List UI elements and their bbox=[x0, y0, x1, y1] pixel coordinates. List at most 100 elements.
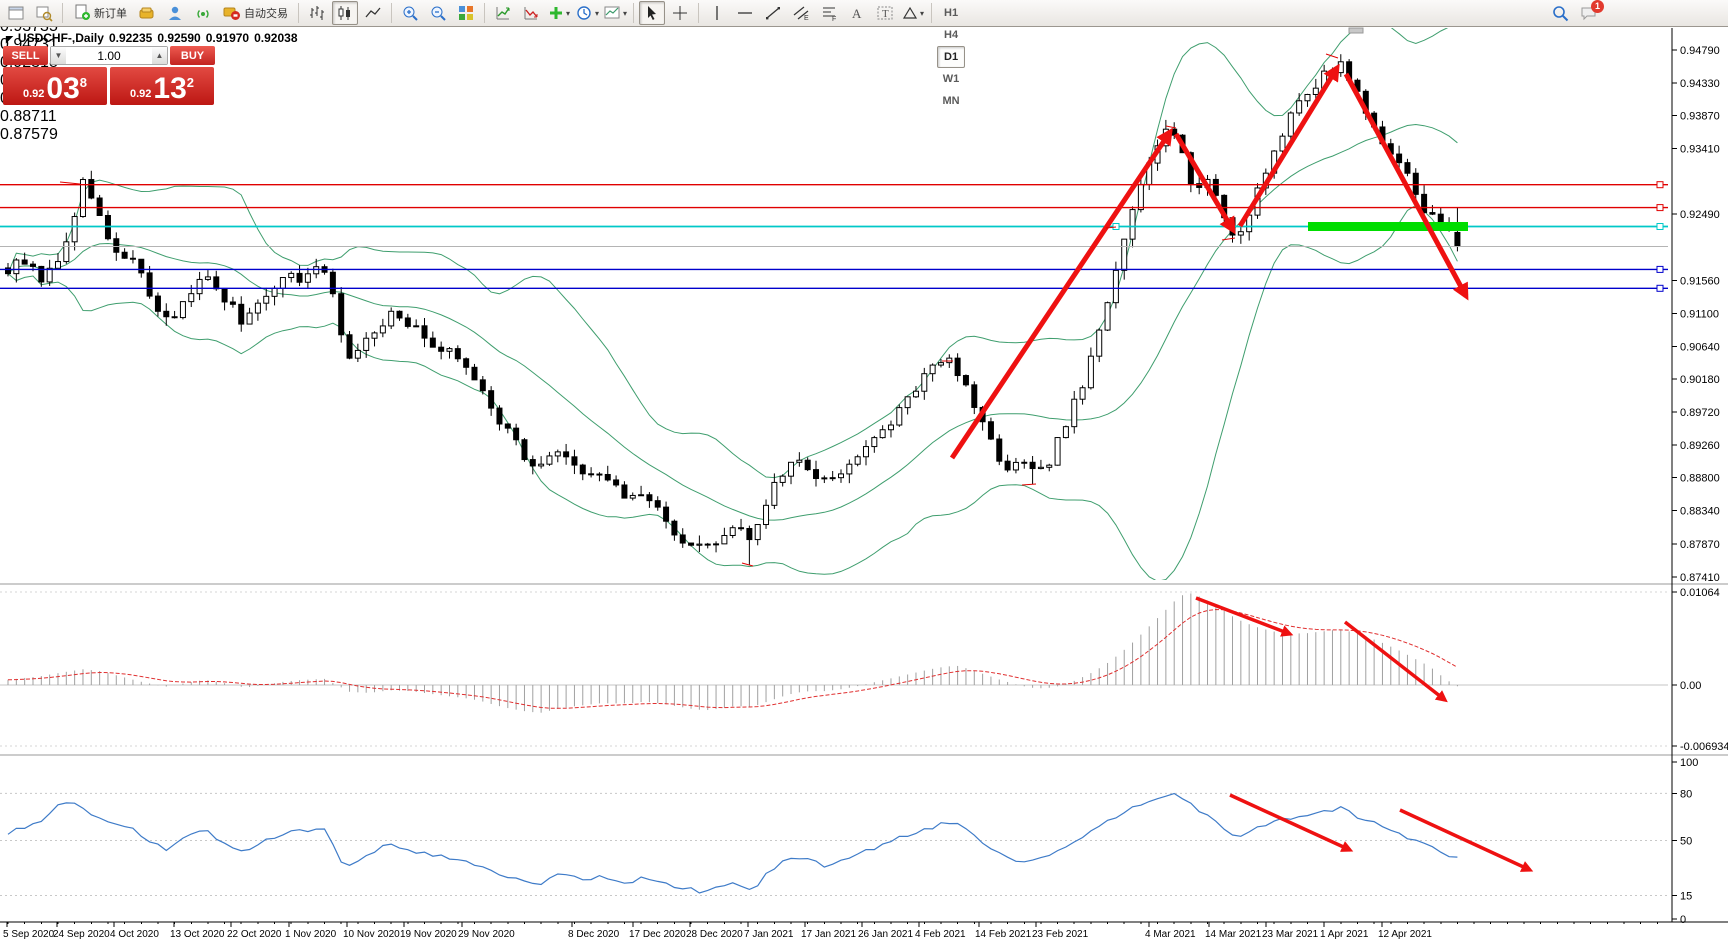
candle bbox=[854, 456, 861, 465]
line-chart-button[interactable] bbox=[360, 1, 386, 25]
indicators-window-button[interactable] bbox=[490, 1, 516, 25]
candle bbox=[996, 438, 1003, 462]
candle bbox=[479, 379, 486, 392]
shapes-tool-button[interactable] bbox=[900, 1, 926, 25]
date-label: 4 Mar 2021 bbox=[1145, 929, 1196, 940]
volume-up-button[interactable]: ▲ bbox=[152, 47, 167, 64]
svg-text:E: E bbox=[804, 15, 809, 22]
bar-chart-button[interactable] bbox=[304, 1, 330, 25]
buy-price-button[interactable]: 0.92 13 2 bbox=[110, 67, 214, 105]
market-watch-button[interactable] bbox=[134, 1, 160, 25]
date-label: 10 Nov 2020 bbox=[343, 929, 400, 940]
bollinger-band-line bbox=[7, 123, 1458, 521]
candlestick-chart-button[interactable] bbox=[332, 1, 358, 25]
timeframe-MN[interactable]: MN bbox=[942, 95, 960, 107]
volume-down-button[interactable]: ▼ bbox=[51, 47, 66, 64]
candle bbox=[838, 473, 844, 479]
crosshair-tool-button[interactable] bbox=[667, 1, 693, 25]
candle bbox=[396, 310, 403, 319]
add-indicator-button[interactable] bbox=[546, 1, 572, 25]
candle bbox=[504, 423, 511, 429]
vertical-line-tool-button[interactable] bbox=[704, 1, 730, 25]
candle bbox=[696, 543, 703, 546]
search-button[interactable] bbox=[1547, 1, 1573, 25]
template-button[interactable] bbox=[602, 1, 628, 25]
line-handle[interactable] bbox=[1656, 284, 1664, 292]
chart-window-button[interactable] bbox=[3, 1, 29, 25]
candle bbox=[579, 464, 586, 475]
timeframe-D1[interactable]: D1 bbox=[937, 46, 966, 68]
support-zone-bar[interactable] bbox=[1308, 222, 1468, 231]
timeframe-H4[interactable]: H4 bbox=[944, 29, 959, 41]
candle bbox=[96, 197, 103, 216]
candle bbox=[588, 473, 595, 476]
horizontal-line-tool-button[interactable] bbox=[732, 1, 758, 25]
sell-button[interactable]: SELL bbox=[3, 46, 48, 65]
channel-tool-button[interactable]: E bbox=[788, 1, 814, 25]
trend-arrow[interactable] bbox=[1173, 132, 1236, 235]
candle bbox=[1054, 437, 1061, 466]
line-handle[interactable] bbox=[1656, 265, 1664, 273]
buy-button[interactable]: BUY bbox=[170, 46, 215, 65]
zoom-in-button[interactable] bbox=[397, 1, 423, 25]
axis-label: 0.00 bbox=[1680, 680, 1701, 692]
candle bbox=[929, 364, 936, 375]
trend-arrow[interactable] bbox=[1343, 72, 1469, 301]
candle bbox=[571, 456, 578, 466]
collapse-panel-icon[interactable]: ◤ bbox=[6, 34, 13, 44]
auto-trading-button[interactable]: 自动交易 bbox=[218, 1, 293, 25]
macd-trend-arrow[interactable] bbox=[1343, 620, 1448, 703]
macd-trend-arrow[interactable] bbox=[1195, 596, 1294, 637]
line-handle[interactable] bbox=[1656, 223, 1664, 230]
new-order-label: 新订单 bbox=[94, 8, 127, 20]
line-handle[interactable] bbox=[1656, 181, 1664, 189]
axis-label: 80 bbox=[1680, 788, 1692, 800]
fibonacci-tool-button[interactable]: F bbox=[816, 1, 842, 25]
line-handle[interactable] bbox=[1656, 204, 1664, 212]
tile-windows-button[interactable] bbox=[453, 1, 479, 25]
text-label-tool-button[interactable]: T bbox=[872, 1, 898, 25]
new-order-button[interactable]: 新订单 bbox=[68, 1, 132, 25]
candle bbox=[1121, 238, 1128, 271]
trend-arrow[interactable] bbox=[949, 127, 1173, 460]
rsi-trend-arrow[interactable] bbox=[1399, 808, 1534, 872]
candle bbox=[871, 437, 878, 448]
cursor-tool-button[interactable] bbox=[639, 1, 666, 25]
date-label: 29 Nov 2020 bbox=[458, 929, 515, 940]
profiles-button[interactable] bbox=[31, 1, 57, 25]
candle bbox=[904, 396, 911, 409]
candle bbox=[621, 484, 628, 499]
community-button[interactable] bbox=[162, 1, 188, 25]
chart-svg[interactable]: 0.94790 0.94330 0.93870 0.93410 0.92490 0.915… bbox=[0, 27, 1728, 944]
volume-input[interactable] bbox=[66, 47, 152, 64]
trendline-tool-button[interactable] bbox=[760, 1, 786, 25]
candle bbox=[529, 459, 536, 467]
timeframe-H1[interactable]: H1 bbox=[944, 7, 959, 19]
zoom-out-button[interactable] bbox=[425, 1, 451, 25]
rsi-trend-arrow[interactable] bbox=[1229, 793, 1354, 852]
candle bbox=[5, 267, 11, 275]
candle bbox=[563, 451, 570, 458]
candle bbox=[912, 390, 919, 398]
date-label: 26 Jan 2021 bbox=[858, 929, 913, 940]
data-window-button[interactable] bbox=[518, 1, 544, 25]
timeframe-W1[interactable]: W1 bbox=[942, 73, 960, 85]
line-handle[interactable] bbox=[1112, 223, 1120, 230]
notifications-button[interactable]: 1 bbox=[1575, 0, 1604, 25]
date-label: 17 Dec 2020 bbox=[629, 929, 686, 940]
date-label: 28 Dec 2020 bbox=[686, 929, 743, 940]
candle bbox=[1071, 398, 1078, 428]
sell-price-button[interactable]: 0.92 03 8 bbox=[3, 67, 107, 105]
candle bbox=[363, 337, 370, 351]
axis-label: 0 bbox=[1680, 914, 1686, 926]
candle bbox=[946, 357, 953, 364]
candle bbox=[804, 459, 811, 471]
trend-arrow[interactable] bbox=[1237, 63, 1340, 228]
signals-button[interactable] bbox=[190, 1, 216, 25]
pane-splitter-handle[interactable] bbox=[1348, 27, 1364, 34]
period-selector-button[interactable] bbox=[574, 1, 600, 25]
text-tool-button[interactable]: A bbox=[844, 1, 870, 25]
candle bbox=[88, 179, 95, 199]
